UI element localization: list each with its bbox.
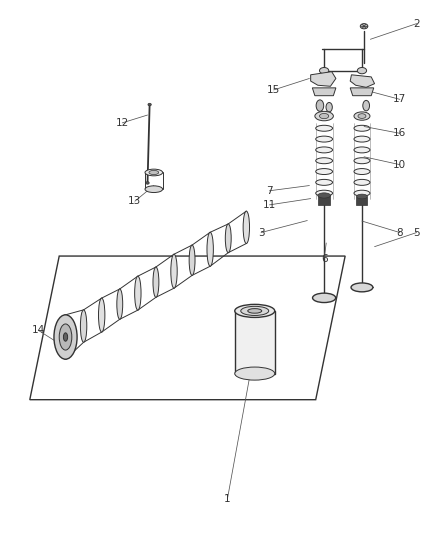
Ellipse shape <box>235 304 275 318</box>
Polygon shape <box>318 196 330 205</box>
Ellipse shape <box>316 147 332 153</box>
Ellipse shape <box>248 309 262 313</box>
Ellipse shape <box>354 112 370 120</box>
Ellipse shape <box>316 180 332 185</box>
Text: 7: 7 <box>266 186 273 196</box>
Text: 2: 2 <box>413 19 420 29</box>
Text: 13: 13 <box>128 196 141 206</box>
Text: 6: 6 <box>321 254 328 264</box>
Text: 8: 8 <box>396 228 403 238</box>
Ellipse shape <box>189 245 195 276</box>
Ellipse shape <box>316 125 332 131</box>
Ellipse shape <box>316 168 332 174</box>
Text: 1: 1 <box>224 494 231 504</box>
Ellipse shape <box>354 125 370 131</box>
Ellipse shape <box>360 23 368 29</box>
Text: 3: 3 <box>258 228 265 238</box>
Ellipse shape <box>171 254 177 288</box>
Text: 12: 12 <box>116 118 129 128</box>
Polygon shape <box>350 75 374 87</box>
Ellipse shape <box>354 158 370 164</box>
Polygon shape <box>235 311 275 374</box>
Ellipse shape <box>354 136 370 142</box>
Ellipse shape <box>313 293 336 303</box>
Ellipse shape <box>225 224 231 253</box>
Text: 14: 14 <box>32 325 45 335</box>
Ellipse shape <box>318 193 330 198</box>
Text: 15: 15 <box>267 85 280 95</box>
Polygon shape <box>312 88 336 96</box>
Ellipse shape <box>316 158 332 164</box>
Ellipse shape <box>59 324 72 350</box>
Text: 5: 5 <box>413 228 420 238</box>
Text: 17: 17 <box>393 94 406 104</box>
Ellipse shape <box>64 333 67 341</box>
Ellipse shape <box>235 367 275 380</box>
Ellipse shape <box>54 315 77 359</box>
Ellipse shape <box>363 100 370 111</box>
Polygon shape <box>350 88 374 96</box>
Ellipse shape <box>354 147 370 153</box>
Ellipse shape <box>354 180 370 185</box>
Ellipse shape <box>315 111 333 121</box>
Ellipse shape <box>358 114 366 118</box>
Ellipse shape <box>145 186 162 192</box>
Ellipse shape <box>146 182 149 184</box>
Text: 10: 10 <box>393 160 406 169</box>
Ellipse shape <box>357 68 367 74</box>
Ellipse shape <box>319 114 329 119</box>
Polygon shape <box>357 197 367 205</box>
Ellipse shape <box>60 315 71 359</box>
Ellipse shape <box>316 136 332 142</box>
Ellipse shape <box>319 68 329 74</box>
Ellipse shape <box>99 298 105 332</box>
Polygon shape <box>30 256 345 400</box>
Ellipse shape <box>117 289 123 319</box>
Polygon shape <box>311 71 336 86</box>
Text: 11: 11 <box>263 200 276 210</box>
Ellipse shape <box>354 190 370 196</box>
Text: 16: 16 <box>393 128 406 138</box>
Ellipse shape <box>351 283 373 292</box>
Ellipse shape <box>134 276 141 310</box>
Ellipse shape <box>207 232 213 266</box>
Ellipse shape <box>326 102 332 112</box>
Ellipse shape <box>354 168 370 174</box>
Ellipse shape <box>153 267 159 297</box>
Ellipse shape <box>148 103 151 106</box>
Ellipse shape <box>243 211 250 244</box>
Ellipse shape <box>81 310 87 342</box>
Ellipse shape <box>145 169 162 176</box>
Ellipse shape <box>149 171 159 175</box>
Ellipse shape <box>357 194 367 199</box>
Ellipse shape <box>241 306 269 316</box>
Ellipse shape <box>316 100 324 111</box>
Ellipse shape <box>316 190 332 196</box>
